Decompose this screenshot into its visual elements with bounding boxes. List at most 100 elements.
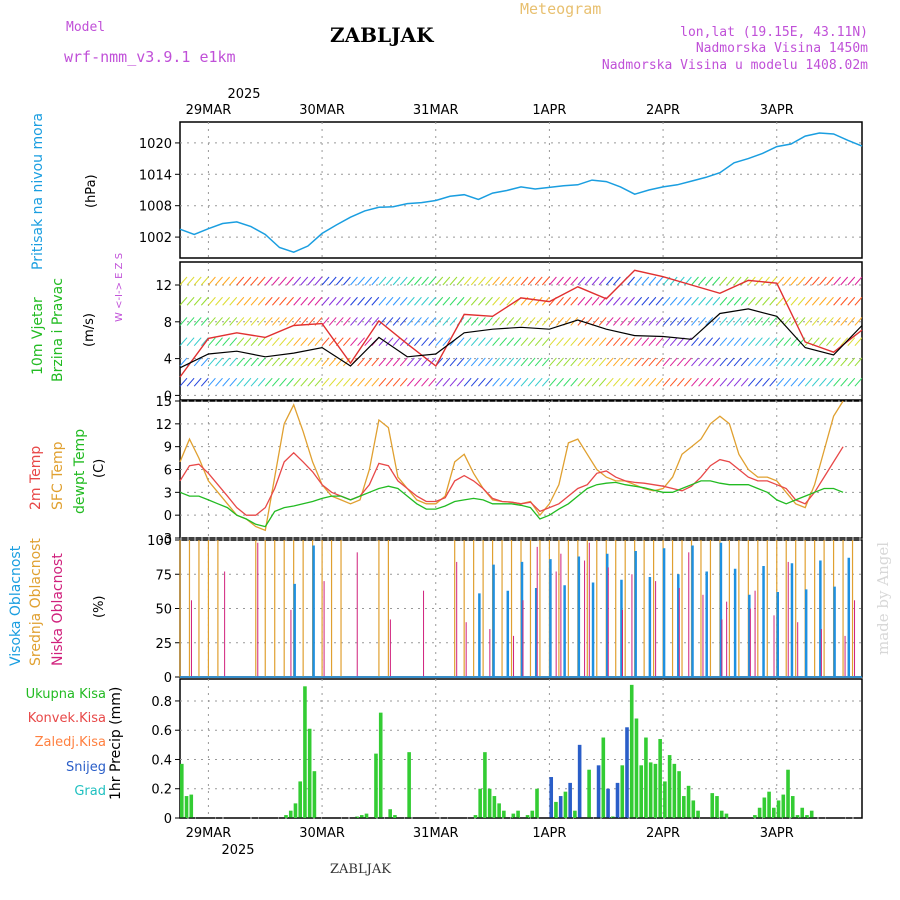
precip-bar	[502, 810, 506, 818]
wind-barb	[612, 377, 621, 387]
precip-bar	[682, 796, 686, 818]
precip-bar	[667, 755, 672, 818]
wind-barb	[776, 337, 785, 347]
precip-bar	[719, 810, 724, 818]
wind-barb	[421, 317, 429, 326]
wind-barb	[378, 296, 387, 306]
wind-barb	[250, 296, 259, 306]
wind-barb	[513, 276, 522, 286]
wind-barb	[215, 317, 223, 326]
wind-barb	[584, 357, 593, 367]
wind-barb	[449, 276, 458, 286]
wind-barb	[804, 317, 813, 326]
wind-barb	[208, 317, 216, 326]
wind-barb	[350, 317, 358, 326]
wind-barb	[826, 276, 834, 286]
wind-barb	[449, 317, 458, 326]
precip-bar	[648, 762, 653, 818]
wind-barb	[335, 276, 344, 286]
wind-barb	[378, 357, 387, 367]
wind-barb	[208, 337, 216, 347]
wind-barb	[641, 317, 650, 326]
wind-barb	[243, 337, 252, 347]
wind-barb	[343, 357, 351, 367]
wind-barb	[719, 377, 728, 387]
wind-barb	[847, 357, 856, 367]
precip-bar	[786, 769, 790, 818]
wind-barb	[264, 296, 273, 306]
wind-barb	[300, 337, 309, 347]
wind-barb	[627, 377, 635, 387]
cloud-ytick-label: 100	[147, 534, 172, 549]
wind-barb	[691, 377, 699, 387]
wind-barb	[598, 276, 607, 286]
wind-barb	[463, 337, 472, 347]
wind-barb	[307, 296, 316, 306]
wind-barb	[570, 296, 579, 306]
wind-barb	[662, 377, 671, 387]
wind-barb	[414, 337, 422, 347]
wind-barb	[271, 296, 280, 306]
wind-barb	[243, 276, 252, 286]
wind-barb	[335, 357, 344, 367]
wind-barb	[605, 276, 614, 286]
wind-barb	[549, 317, 557, 326]
wind-barb	[769, 276, 778, 286]
wind-barb	[257, 276, 266, 286]
precip-bar	[772, 807, 776, 818]
wind-barb	[399, 377, 408, 387]
wind-barb	[200, 377, 209, 387]
wind-barb	[293, 276, 302, 286]
wind-barb	[655, 276, 664, 286]
wind-barb	[357, 296, 365, 306]
wind-barb	[392, 377, 401, 387]
wind-barb	[485, 296, 493, 306]
wind-barb	[577, 296, 586, 306]
wind-barb	[449, 296, 458, 306]
wind-barb	[293, 296, 302, 306]
wind-barb	[328, 337, 337, 347]
wind-barb	[691, 296, 699, 306]
wind-barb	[620, 357, 628, 367]
wind-barb	[229, 377, 238, 387]
precip-bar	[809, 810, 814, 818]
wind-barb	[264, 337, 273, 347]
precip-ytick-label: 0.2	[151, 783, 172, 798]
wind-barb	[364, 296, 373, 306]
wind-barb	[520, 276, 529, 286]
pressure-ytick-label: 1020	[139, 137, 172, 152]
wind-barb	[733, 377, 742, 387]
wind-barb	[627, 357, 635, 367]
wind-barb	[726, 357, 735, 367]
legend-snow: Snijeg	[66, 760, 106, 775]
wind-barb	[783, 337, 792, 347]
wind-barb	[392, 357, 401, 367]
precip-bar	[615, 782, 620, 818]
wind-barb	[534, 317, 543, 326]
wind-barb	[676, 296, 685, 306]
wind-barb	[634, 377, 643, 387]
wind-barb	[840, 357, 849, 367]
wind-barb	[840, 276, 849, 286]
wind-barb	[492, 317, 500, 326]
wind-barb	[833, 337, 841, 347]
wind-barb	[442, 276, 451, 286]
wind-barb	[698, 377, 706, 387]
wind-barb	[733, 357, 742, 367]
precip-bar	[497, 803, 501, 818]
wind-barb	[527, 296, 536, 306]
wind-barb	[804, 337, 813, 347]
precip-bar	[753, 815, 757, 818]
wind-barb	[392, 317, 401, 326]
wind-barb	[513, 337, 522, 347]
cloud-ytick-label: 75	[155, 568, 172, 583]
wind-barb	[733, 317, 742, 326]
wind-barb	[762, 377, 770, 387]
wind-barb	[271, 357, 280, 367]
wind-barb	[747, 296, 756, 306]
wind-barb	[470, 276, 479, 286]
wind-barb	[470, 337, 479, 347]
wind-barb	[769, 317, 778, 326]
wind-barb	[520, 317, 529, 326]
